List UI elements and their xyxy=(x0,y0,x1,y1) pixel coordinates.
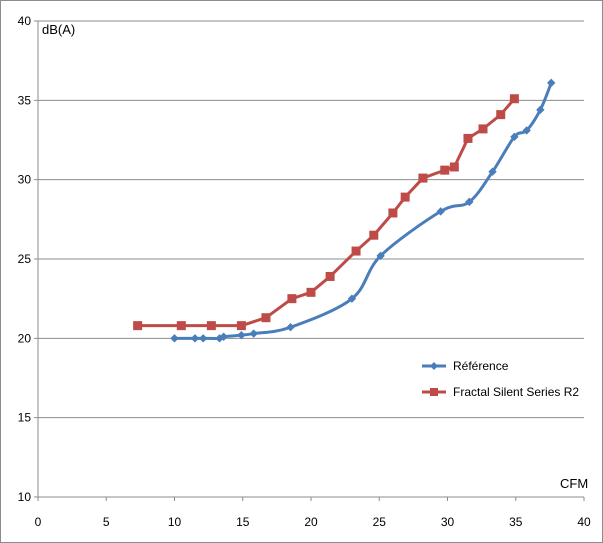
data-point-s1-16 xyxy=(478,124,488,134)
x-tick-label-35: 35 xyxy=(509,515,523,529)
x-tick-label-40: 40 xyxy=(577,515,591,529)
y-tick-label-15: 15 xyxy=(18,411,32,425)
data-point-s1-14 xyxy=(449,162,459,172)
y-tick-label-20: 20 xyxy=(18,331,32,345)
data-point-s0-5 xyxy=(237,330,246,340)
data-point-s0-7 xyxy=(286,323,295,332)
data-point-s1-0 xyxy=(133,321,143,331)
x-axis-title: CFM xyxy=(560,476,588,491)
x-tick-label-0: 0 xyxy=(35,515,42,529)
data-point-s1-9 xyxy=(369,230,379,240)
data-point-s0-9 xyxy=(376,251,385,261)
data-point-s0-6 xyxy=(249,329,258,338)
data-point-s0-1 xyxy=(190,334,200,343)
data-point-s1-17 xyxy=(496,110,506,120)
data-point-s0-12 xyxy=(488,167,497,176)
data-point-s0-10 xyxy=(436,207,445,216)
y-tick-label-10: 10 xyxy=(18,490,32,504)
legend-label-0: Référence xyxy=(453,359,509,373)
data-point-s1-13 xyxy=(440,165,450,175)
x-tick-label-30: 30 xyxy=(441,515,455,529)
data-point-s0-2 xyxy=(198,334,208,343)
series-line-1 xyxy=(137,97,516,328)
data-point-s1-4 xyxy=(261,313,271,323)
data-point-s1-11 xyxy=(400,192,410,202)
x-tick-label-20: 20 xyxy=(304,515,318,529)
x-tick-label-25: 25 xyxy=(373,515,387,529)
data-point-s0-8 xyxy=(347,294,357,303)
x-tick-label-10: 10 xyxy=(168,515,182,529)
data-point-s0-13 xyxy=(510,132,519,142)
data-point-s1-6 xyxy=(306,287,316,297)
data-point-s0-16 xyxy=(547,78,556,88)
x-tick-label-5: 5 xyxy=(103,515,110,529)
data-point-s0-15 xyxy=(536,105,545,115)
y-tick-label-35: 35 xyxy=(18,93,32,107)
data-point-s0-0 xyxy=(170,334,179,343)
data-point-s0-14 xyxy=(522,126,531,135)
legend-marker-1 xyxy=(430,388,438,396)
data-point-s1-5 xyxy=(287,294,297,304)
data-point-s1-1 xyxy=(176,321,186,331)
data-point-s1-7 xyxy=(325,271,335,281)
data-point-s1-10 xyxy=(388,208,398,218)
data-point-s1-18 xyxy=(509,94,519,104)
data-point-s0-11 xyxy=(465,197,474,207)
y-axis-title: dB(A) xyxy=(42,22,75,37)
legend-marker-0 xyxy=(430,362,438,370)
y-tick-label-40: 40 xyxy=(18,14,32,28)
y-tick-label-30: 30 xyxy=(18,173,32,187)
x-tick-label-15: 15 xyxy=(236,515,250,529)
data-point-s1-15 xyxy=(463,133,473,143)
data-point-s1-3 xyxy=(236,321,246,331)
data-point-s0-4 xyxy=(219,332,228,341)
data-point-s1-12 xyxy=(418,173,428,183)
legend-label-1: Fractal Silent Series R2 xyxy=(453,385,579,399)
data-point-s1-8 xyxy=(351,246,361,256)
data-point-s1-2 xyxy=(206,321,216,331)
y-tick-label-25: 25 xyxy=(18,252,32,266)
